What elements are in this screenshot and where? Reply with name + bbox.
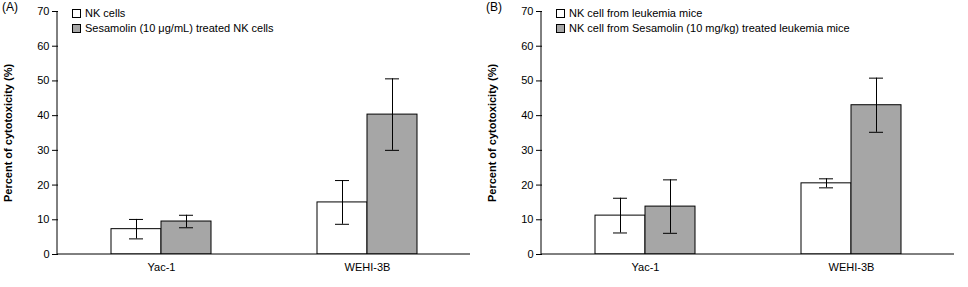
svg-text:60: 60 bbox=[521, 40, 533, 52]
svg-text:30: 30 bbox=[37, 144, 49, 156]
html-text:NK cell from Sesamolin (10 mg/: NK cell from Sesamolin (10 mg/kg) treate… bbox=[569, 22, 850, 34]
svg-text:20: 20 bbox=[521, 179, 533, 191]
svg-text:WEHI-3B: WEHI-3B bbox=[345, 261, 391, 273]
html-text:Sesamolin (10 μg/mL) treated N: Sesamolin (10 μg/mL) treated NK cells bbox=[85, 22, 274, 34]
svg-text:60: 60 bbox=[37, 40, 49, 52]
html-text:NK cells: NK cells bbox=[85, 7, 126, 19]
svg-text:20: 20 bbox=[37, 179, 49, 191]
svg-text:0: 0 bbox=[527, 248, 533, 260]
html-text:NK cell from leukemia mice: NK cell from leukemia mice bbox=[569, 7, 703, 19]
svg-text:30: 30 bbox=[521, 144, 533, 156]
svg-text:40: 40 bbox=[521, 109, 533, 121]
svg-text:70: 70 bbox=[37, 5, 49, 17]
svg-text:50: 50 bbox=[37, 74, 49, 86]
svg-text:Yac-1: Yac-1 bbox=[148, 261, 176, 273]
svg-text:50: 50 bbox=[521, 74, 533, 86]
html-text:(B): (B) bbox=[486, 0, 502, 14]
svg-text:40: 40 bbox=[37, 109, 49, 121]
svg-text:10: 10 bbox=[37, 213, 49, 225]
svg-text:Percent of cytotoxicity (%): Percent of cytotoxicity (%) bbox=[486, 64, 498, 202]
svg-text:Percent of cytotoxicity (%): Percent of cytotoxicity (%) bbox=[2, 64, 14, 202]
svg-text:70: 70 bbox=[521, 5, 533, 17]
svg-text:10: 10 bbox=[521, 213, 533, 225]
html-text:(A): (A) bbox=[2, 0, 18, 14]
svg-text:Yac-1: Yac-1 bbox=[632, 261, 660, 273]
svg-text:0: 0 bbox=[43, 248, 49, 260]
svg-text:WEHI-3B: WEHI-3B bbox=[829, 261, 875, 273]
